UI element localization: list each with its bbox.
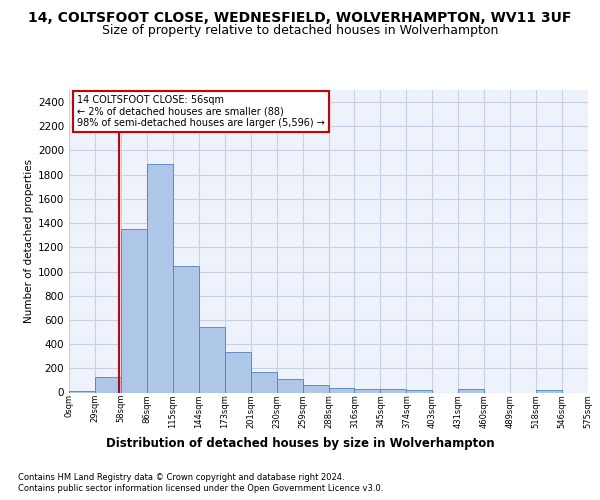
- Bar: [147, 164, 173, 392]
- Bar: [277, 379, 302, 392]
- Text: 14, COLTSFOOT CLOSE, WEDNESFIELD, WOLVERHAMPTON, WV11 3UF: 14, COLTSFOOT CLOSE, WEDNESFIELD, WOLVER…: [28, 11, 572, 25]
- Text: 14 COLTSFOOT CLOSE: 56sqm
← 2% of detached houses are smaller (88)
98% of semi-d: 14 COLTSFOOT CLOSE: 56sqm ← 2% of detach…: [77, 94, 325, 128]
- Bar: [173, 266, 199, 392]
- Y-axis label: Number of detached properties: Number of detached properties: [24, 159, 34, 324]
- Bar: [95, 378, 121, 392]
- Bar: [199, 326, 224, 392]
- Bar: [329, 388, 355, 392]
- Bar: [536, 390, 562, 392]
- Bar: [380, 389, 406, 392]
- Text: Distribution of detached houses by size in Wolverhampton: Distribution of detached houses by size …: [106, 438, 494, 450]
- Text: Size of property relative to detached houses in Wolverhampton: Size of property relative to detached ho…: [102, 24, 498, 37]
- Bar: [69, 390, 95, 392]
- Bar: [251, 372, 277, 392]
- Bar: [225, 352, 251, 393]
- Text: Contains public sector information licensed under the Open Government Licence v3: Contains public sector information licen…: [18, 484, 383, 493]
- Bar: [121, 229, 147, 392]
- Bar: [406, 390, 432, 392]
- Text: Contains HM Land Registry data © Crown copyright and database right 2024.: Contains HM Land Registry data © Crown c…: [18, 472, 344, 482]
- Bar: [302, 384, 329, 392]
- Bar: [355, 389, 380, 392]
- Bar: [458, 390, 484, 392]
